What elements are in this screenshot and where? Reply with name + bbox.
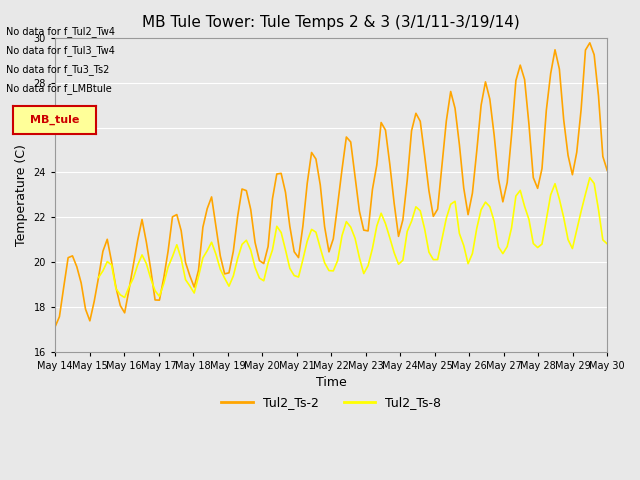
Tul2_Ts-8: [186, 283, 194, 289]
Tul2_Ts-2: [51, 324, 59, 330]
Title: MB Tule Tower: Tule Temps 2 & 3 (3/1/11-3/19/14): MB Tule Tower: Tule Temps 2 & 3 (3/1/11-…: [142, 15, 520, 30]
Tul2_Ts-2: [525, 121, 532, 127]
X-axis label: Time: Time: [316, 376, 346, 389]
Tul2_Ts-2: [577, 107, 585, 112]
Text: No data for f_Tul3_Tw4: No data for f_Tul3_Tw4: [6, 45, 115, 56]
Text: MB_tule: MB_tule: [29, 115, 79, 125]
Tul2_Ts-8: [277, 229, 285, 235]
Tul2_Ts-8: [604, 241, 611, 247]
Line: Tul2_Ts-2: Tul2_Ts-2: [55, 43, 607, 327]
Tul2_Ts-2: [604, 168, 611, 173]
Tul2_Ts-2: [186, 273, 194, 279]
Tul2_Ts-8: [338, 233, 346, 239]
Tul2_Ts-2: [255, 258, 263, 264]
Tul2_Ts-2: [277, 170, 285, 176]
Tul2_Ts-8: [255, 275, 263, 281]
Text: No data for f_Tul2_Tw4: No data for f_Tul2_Tw4: [6, 25, 115, 36]
Tul2_Ts-2: [586, 40, 594, 46]
Tul2_Ts-2: [338, 167, 346, 172]
Line: Tul2_Ts-8: Tul2_Ts-8: [99, 178, 607, 298]
Tul2_Ts-8: [577, 208, 585, 214]
Y-axis label: Temperature (C): Temperature (C): [15, 144, 28, 246]
Text: No data for f_LMBtule: No data for f_LMBtule: [6, 83, 112, 94]
Text: No data for f_Tu3_Ts2: No data for f_Tu3_Ts2: [6, 64, 110, 75]
Tul2_Ts-8: [525, 216, 532, 222]
Legend: Tul2_Ts-2, Tul2_Ts-8: Tul2_Ts-2, Tul2_Ts-8: [216, 391, 446, 414]
